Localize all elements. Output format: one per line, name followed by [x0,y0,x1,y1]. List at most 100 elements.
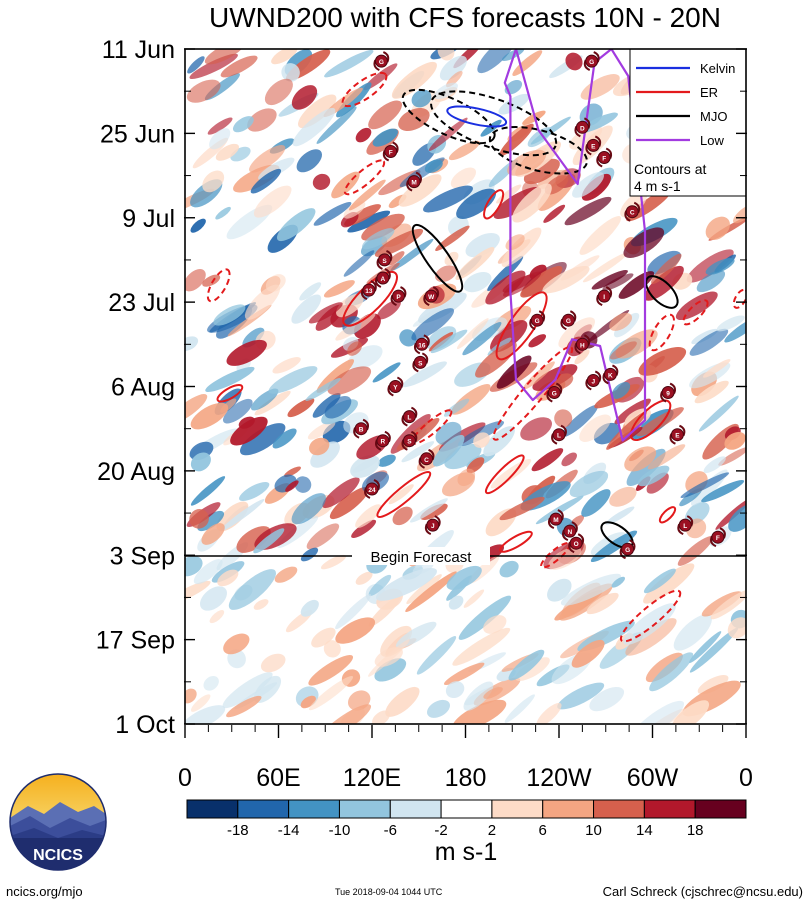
anomaly-patch [428,332,454,352]
anomaly-patch [385,686,420,717]
anomaly-patch [336,82,372,118]
anomaly-patch [696,270,726,293]
anomaly-patch [190,218,206,233]
anomaly-patch [670,700,710,724]
anomaly-patch [716,315,745,332]
anomaly-patch [499,496,545,521]
anomaly-patch [207,117,233,135]
storm-marker [365,482,379,496]
anomaly-patch [609,486,637,507]
colorbar-swatch [237,799,290,819]
storm-marker [402,410,416,424]
anomaly-patch [542,265,590,294]
colorbar-label: 2 [488,822,496,839]
storm-label: F [716,535,720,542]
anomaly-patch [215,206,231,220]
wave-contour [682,299,709,326]
storm-label: L [683,523,687,530]
anomaly-patch [435,225,470,252]
anomaly-patch [190,452,211,472]
storm-marker [402,434,416,448]
anomaly-patch [643,568,676,594]
anomaly-patch [701,479,745,503]
anomaly-patch [272,428,297,449]
storm-label: E [675,433,680,440]
storm-label: K [608,372,613,379]
anomaly-patch [299,282,322,301]
storm-marker [670,428,684,442]
anomaly-patch [646,472,669,494]
anomaly-patch [532,364,578,391]
low-contour [503,49,647,442]
anomaly-patch [347,341,362,356]
storm-label: S [418,360,423,367]
anomaly-patch [560,573,622,606]
anomaly-patch [435,265,457,283]
anomaly-patch [309,437,330,456]
anomaly-patch [405,571,457,612]
anomaly-patch [582,252,628,283]
logo-text: NCICS [33,847,83,864]
anomaly-patch [504,694,535,723]
anomaly-patch [512,50,543,76]
anomaly-patch [355,127,372,143]
anomaly-patch [697,675,729,695]
anomaly-patch [649,652,694,692]
colorbar-label: 14 [636,822,653,839]
anomaly-patch [329,486,369,520]
legend-label: Kelvin [700,61,735,76]
anomaly-patch [528,334,547,348]
anomaly-patch [268,366,318,394]
storm-marker [376,271,390,285]
anomaly-patch [247,108,277,132]
anomaly-patch [515,657,550,681]
wave-contour [629,399,672,441]
anomaly-patch [423,185,473,213]
storm-marker [424,289,438,303]
wave-contour [499,530,533,553]
storm-marker [569,536,583,550]
anomaly-patch [374,228,424,257]
anomaly-patch [643,563,695,604]
anomaly-patch [222,398,253,424]
storm-marker [388,380,402,393]
wave-contour [206,268,231,303]
colorbar-swatch [643,799,696,819]
storm-marker [384,145,398,158]
anomaly-patch [507,149,547,176]
wave-contour [376,470,432,519]
anomaly-patch [388,484,414,505]
y-tick-label: 11 Jun [102,36,175,64]
anomaly-patch [215,143,240,161]
anomaly-patch [402,361,447,388]
storm-label: S [382,258,387,265]
anomaly-patch [625,618,677,656]
colorbar-swatch [288,799,340,819]
anomaly-patch [377,454,396,467]
anomaly-patch [591,270,628,290]
anomaly-patch [409,498,448,523]
wave-contour [644,275,679,309]
storm-label: F [602,156,606,163]
anomaly-patch [523,158,560,185]
storm-marker [362,283,376,297]
anomaly-patch [590,532,627,556]
anomaly-patch [673,614,712,651]
anomaly-patch [623,603,676,645]
anomaly-patch [710,589,746,620]
storm-marker [530,313,544,327]
anomaly-patch [487,337,512,356]
anomaly-patch [523,361,555,390]
anomaly-patch [547,578,572,602]
anomaly-patch [579,414,611,442]
anomaly-patch [724,315,746,343]
storm-label: F [389,150,393,157]
anomaly-patch [614,398,651,425]
anomaly-patch [579,216,622,255]
storm-marker [597,289,611,303]
wave-contour [658,506,677,524]
anomaly-patch [281,63,300,82]
wave-contour [216,384,244,403]
storm-label: S [407,439,412,446]
